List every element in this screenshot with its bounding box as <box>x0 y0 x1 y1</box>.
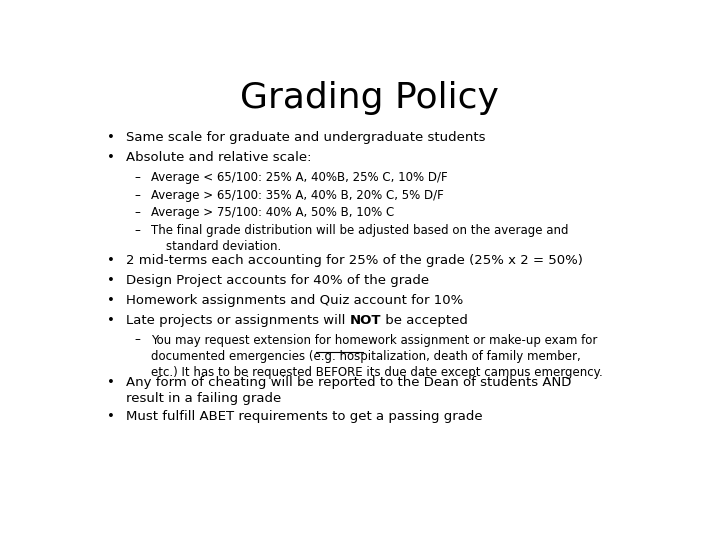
Text: Must fulfill ABET requirements to get a passing grade: Must fulfill ABET requirements to get a … <box>126 410 483 423</box>
Text: •: • <box>107 254 114 267</box>
Text: •: • <box>107 376 114 389</box>
Text: NOT: NOT <box>350 314 382 327</box>
Text: 2 mid-terms each accounting for 25% of the grade (25% x 2 = 50%): 2 mid-terms each accounting for 25% of t… <box>126 254 583 267</box>
Text: be accepted: be accepted <box>382 314 468 327</box>
Text: –: – <box>135 188 140 202</box>
Text: Average > 75/100: 40% A, 50% B, 10% C: Average > 75/100: 40% A, 50% B, 10% C <box>151 206 395 219</box>
Text: Same scale for graduate and undergraduate students: Same scale for graduate and undergraduat… <box>126 131 486 144</box>
Text: Late projects or assignments will: Late projects or assignments will <box>126 314 350 327</box>
Text: etc.) It has to be requested: etc.) It has to be requested <box>151 334 316 347</box>
Text: Average > 65/100: 35% A, 40% B, 20% C, 5% D/F: Average > 65/100: 35% A, 40% B, 20% C, 5… <box>151 188 444 202</box>
Text: Homework assignments and Quiz account for 10%: Homework assignments and Quiz account fo… <box>126 294 464 307</box>
Text: •: • <box>107 294 114 307</box>
Text: Design Project accounts for 40% of the grade: Design Project accounts for 40% of the g… <box>126 274 429 287</box>
Text: The final grade distribution will be adjusted based on the average and
    stand: The final grade distribution will be adj… <box>151 224 569 253</box>
Text: You may request extension for homework assignment or make-up exam for
documented: You may request extension for homework a… <box>151 334 603 379</box>
Text: –: – <box>135 334 140 347</box>
Text: –: – <box>135 206 140 219</box>
Text: BEFORE: BEFORE <box>316 334 363 347</box>
Text: Grading Policy: Grading Policy <box>240 82 498 116</box>
Text: •: • <box>107 151 114 164</box>
Text: Any form of cheating will be reported to the Dean of students AND
result in a fa: Any form of cheating will be reported to… <box>126 376 572 405</box>
Text: •: • <box>107 131 114 144</box>
Text: •: • <box>107 410 114 423</box>
Text: •: • <box>107 314 114 327</box>
Text: •: • <box>107 274 114 287</box>
Text: –: – <box>135 171 140 184</box>
Text: Average < 65/100: 25% A, 40%B, 25% C, 10% D/F: Average < 65/100: 25% A, 40%B, 25% C, 10… <box>151 171 448 184</box>
Text: –: – <box>135 224 140 237</box>
Text: Absolute and relative scale:: Absolute and relative scale: <box>126 151 312 164</box>
